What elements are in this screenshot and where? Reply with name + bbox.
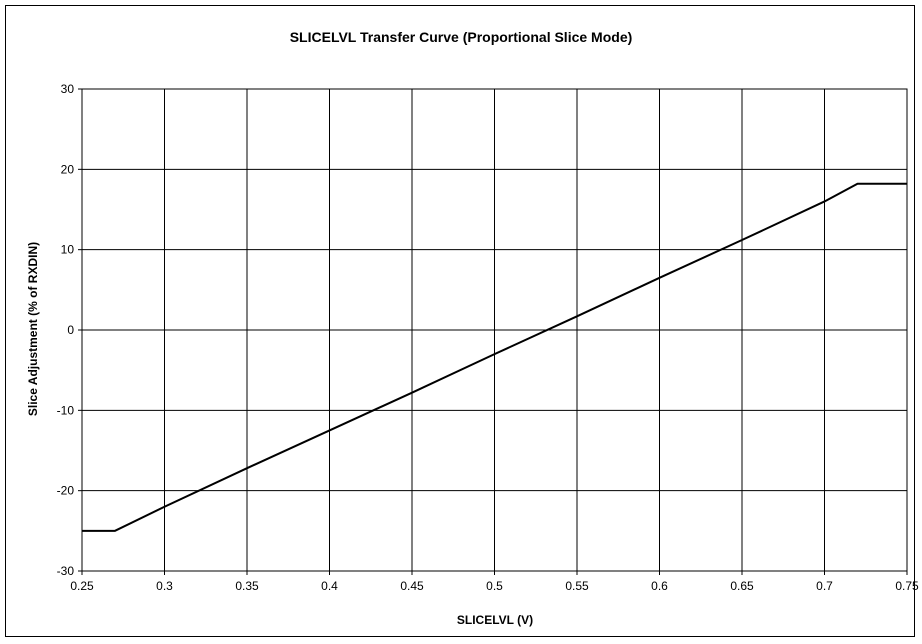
x-tick-label: 0.45 — [400, 579, 424, 593]
x-axis-label: SLICELVL (V) — [457, 613, 533, 627]
x-tick-label: 0.75 — [895, 579, 919, 593]
x-tick-label: 0.7 — [816, 579, 833, 593]
x-tick-label: 0.4 — [321, 579, 338, 593]
y-tick-label: -30 — [57, 564, 75, 578]
transfer-curve-line — [82, 182, 907, 532]
x-tick-labels: 0.25 0.3 0.35 0.4 0.45 0.5 0.55 0.6 0.65 0.7 0.75 — [70, 571, 919, 593]
x-tick-label: 0.65 — [730, 579, 754, 593]
y-tick-label: 0 — [67, 323, 74, 337]
chart-frame — [5, 5, 915, 637]
grid-layer — [81, 88, 908, 572]
x-tick-label: 0.25 — [70, 579, 94, 593]
y-tick-labels: -30 -20 -10 0 10 20 30 — [57, 82, 82, 578]
y-tick-label: -20 — [57, 484, 75, 498]
x-tick-label: 0.3 — [156, 579, 173, 593]
y-axis-label: Slice Adjustment (% of RXDIN) — [26, 242, 40, 416]
series-layer — [82, 182, 907, 532]
x-tick-label: 0.55 — [565, 579, 589, 593]
x-tick-label: 0.5 — [486, 579, 503, 593]
chart-title: SLICELVL Transfer Curve (Proportional Sl… — [290, 29, 633, 45]
x-tick-label: 0.6 — [651, 579, 668, 593]
y-tick-label: 10 — [61, 243, 75, 257]
y-tick-label: 20 — [61, 162, 75, 176]
x-tick-label: 0.35 — [235, 579, 259, 593]
y-tick-label: 30 — [61, 82, 75, 96]
y-tick-label: -10 — [57, 403, 75, 417]
